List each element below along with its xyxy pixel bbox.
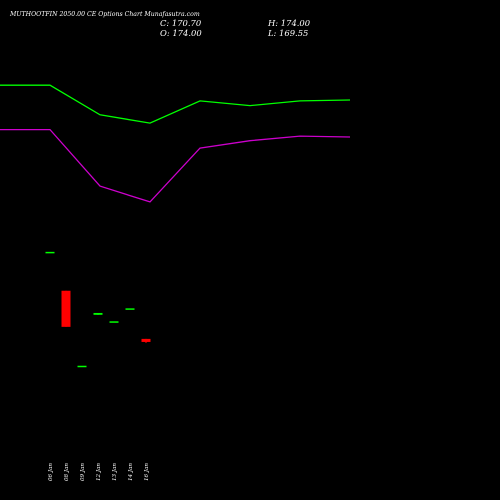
low-value: L: 169.55 [267,28,308,38]
candle [93,312,103,315]
open-value: O: 174.00 [160,28,202,38]
upper-indicator-line [0,84,351,124]
candle [109,321,119,323]
indicator-lines [0,84,351,203]
candle [77,365,87,368]
x-tick-label: 09 Jan [80,463,86,481]
close-value: C: 170.70 [160,18,202,28]
x-tick-label: 12 Jan [96,463,102,481]
x-tick-label: 13 Jan [112,463,118,481]
x-tick-label: 14 Jan [128,463,134,481]
x-tick-label: 06 Jan [48,463,54,481]
candle [45,251,55,254]
chart-title: MUTHOOTFIN 2050.00 CE Options Chart Muna… [9,11,200,18]
candles [45,251,151,368]
x-tick-label: 16 Jan [144,463,150,481]
candle [61,290,71,327]
high-value: H: 174.00 [267,18,311,28]
candle [125,308,135,310]
x-axis: 06 Jan 08 Jan 09 Jan 12 Jan 13 Jan 14 Jan 16 J… [48,463,150,481]
x-tick-label: 08 Jan [64,463,70,481]
lower-indicator-line [0,128,351,203]
candle [141,338,151,342]
